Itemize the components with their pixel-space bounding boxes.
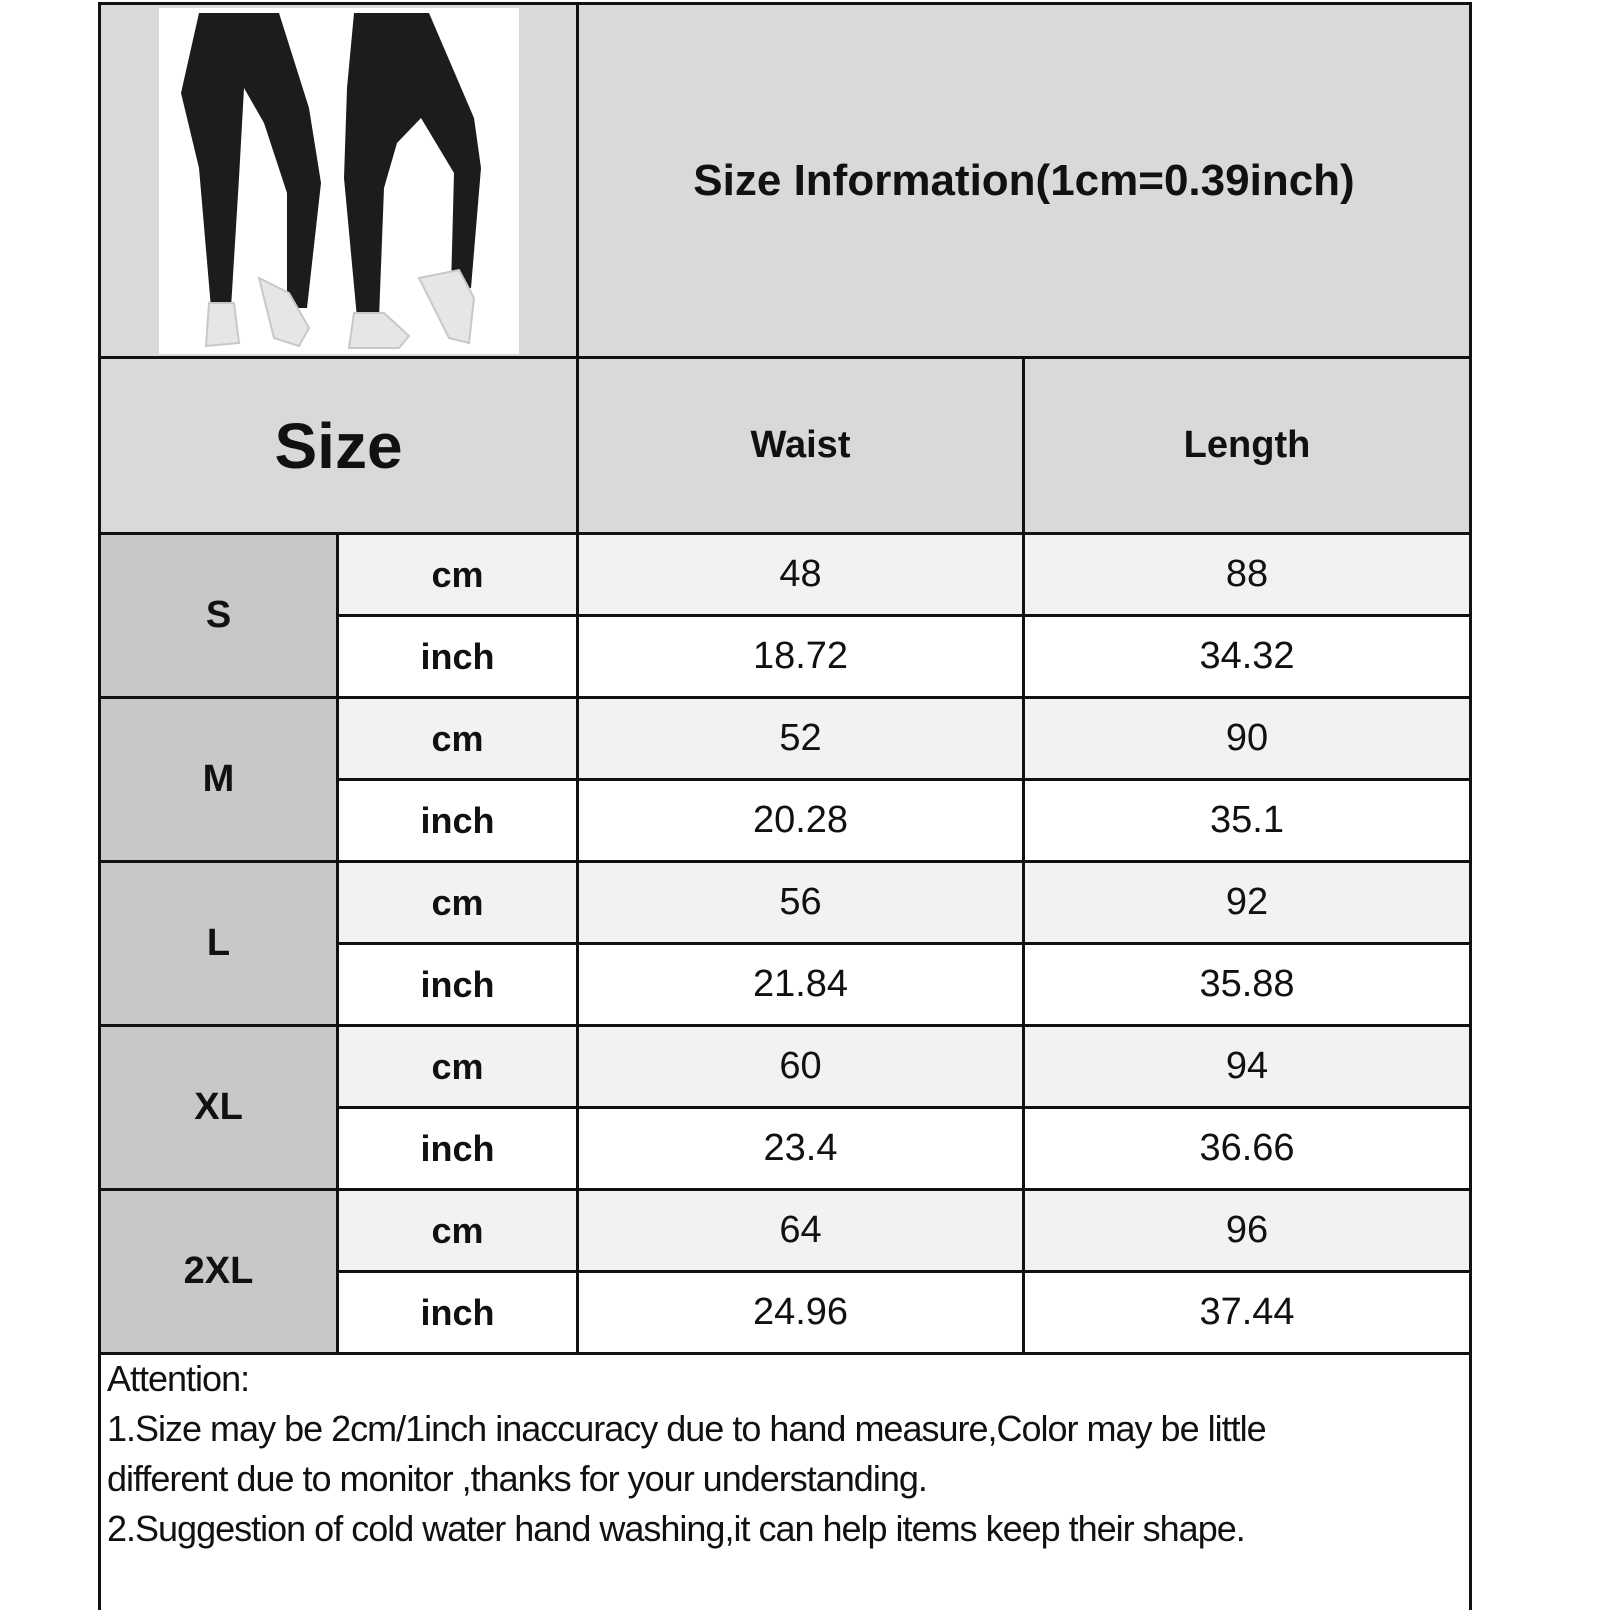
waist-value: 56 <box>779 881 822 923</box>
length-cell: 35.1 <box>1022 778 1472 863</box>
attention-line-2: 2.Suggestion of cold water hand washing,… <box>107 1508 1246 1549</box>
length-cell: 36.66 <box>1022 1106 1472 1191</box>
length-header-cell: Length <box>1022 356 1472 535</box>
leggings-image <box>158 7 519 354</box>
attention-line-1b: different due to monitor ,thanks for you… <box>107 1458 928 1499</box>
length-cell: 37.44 <box>1022 1270 1472 1355</box>
length-cell: 90 <box>1022 696 1472 781</box>
attention-line-1: 1.Size may be 2cm/1inch inaccuracy due t… <box>107 1408 1267 1449</box>
waist-cell: 20.28 <box>576 778 1025 863</box>
waist-value: 60 <box>779 1045 822 1087</box>
waist-value: 24.96 <box>752 1291 849 1333</box>
size-label: 2XL <box>183 1250 254 1292</box>
length-value: 36.66 <box>1199 1127 1295 1169</box>
title-cell: Size Information(1cm=0.39inch) <box>576 2 1472 359</box>
unit-cell: inch <box>336 614 579 699</box>
size-label: XL <box>194 1086 243 1128</box>
unit-cell: cm <box>336 860 579 945</box>
waist-value: 48 <box>779 553 822 595</box>
size-label: L <box>206 922 231 964</box>
size-cell: XL <box>98 1024 339 1191</box>
unit-cell: cm <box>336 532 579 617</box>
length-value: 94 <box>1225 1045 1269 1087</box>
length-value: 37.44 <box>1199 1291 1295 1333</box>
size-info-title: Size Information(1cm=0.39inch) <box>693 155 1355 205</box>
unit-label: inch <box>420 799 495 841</box>
length-header: Length <box>1183 424 1311 466</box>
waist-value: 21.84 <box>752 963 849 1005</box>
size-label: M <box>202 758 235 800</box>
unit-cell: inch <box>336 1106 579 1191</box>
unit-label: cm <box>431 881 484 923</box>
length-cell: 94 <box>1022 1024 1472 1109</box>
waist-value: 23.4 <box>763 1127 838 1169</box>
unit-label: inch <box>420 963 495 1005</box>
size-header-cell: Size <box>98 356 579 535</box>
unit-label: cm <box>431 1045 484 1087</box>
size-header: Size <box>274 409 403 482</box>
length-cell: 34.32 <box>1022 614 1472 699</box>
length-cell: 92 <box>1022 860 1472 945</box>
unit-cell: cm <box>336 696 579 781</box>
length-value: 90 <box>1225 717 1269 759</box>
waist-cell: 60 <box>576 1024 1025 1109</box>
size-cell: M <box>98 696 339 863</box>
unit-cell: inch <box>336 778 579 863</box>
waist-cell: 52 <box>576 696 1025 781</box>
size-cell: 2XL <box>98 1188 339 1355</box>
waist-value: 18.72 <box>752 635 849 677</box>
length-value: 35.88 <box>1199 963 1295 1005</box>
attention-note: Attention: 1.Size may be 2cm/1inch inacc… <box>98 1350 1472 1610</box>
size-label: S <box>205 594 232 636</box>
length-value: 88 <box>1225 553 1269 595</box>
unit-label: inch <box>420 1127 495 1169</box>
waist-value: 64 <box>779 1209 822 1251</box>
unit-cell: inch <box>336 942 579 1027</box>
waist-header-cell: Waist <box>576 356 1025 535</box>
unit-cell: cm <box>336 1024 579 1109</box>
length-value: 92 <box>1225 881 1269 923</box>
length-value: 34.32 <box>1199 635 1295 677</box>
length-cell: 35.88 <box>1022 942 1472 1027</box>
waist-value: 20.28 <box>752 799 849 841</box>
waist-cell: 56 <box>576 860 1025 945</box>
unit-label: cm <box>431 553 484 595</box>
waist-header: Waist <box>750 424 851 466</box>
size-cell: S <box>98 532 339 699</box>
waist-value: 52 <box>779 717 822 759</box>
product-image-cell <box>98 2 579 359</box>
waist-cell: 64 <box>576 1188 1025 1273</box>
waist-cell: 18.72 <box>576 614 1025 699</box>
size-cell: L <box>98 860 339 1027</box>
unit-cell: cm <box>336 1188 579 1273</box>
length-cell: 88 <box>1022 532 1472 617</box>
unit-label: cm <box>431 717 484 759</box>
length-value: 35.1 <box>1210 799 1284 841</box>
waist-cell: 23.4 <box>576 1106 1025 1191</box>
length-cell: 96 <box>1022 1188 1472 1273</box>
waist-cell: 21.84 <box>576 942 1025 1027</box>
unit-cell: inch <box>336 1270 579 1355</box>
attention-heading: Attention: <box>107 1358 250 1399</box>
waist-cell: 24.96 <box>576 1270 1025 1355</box>
unit-label: inch <box>420 1291 495 1333</box>
unit-label: cm <box>431 1209 484 1251</box>
waist-cell: 48 <box>576 532 1025 617</box>
unit-label: inch <box>420 635 495 677</box>
length-value: 96 <box>1225 1209 1269 1251</box>
